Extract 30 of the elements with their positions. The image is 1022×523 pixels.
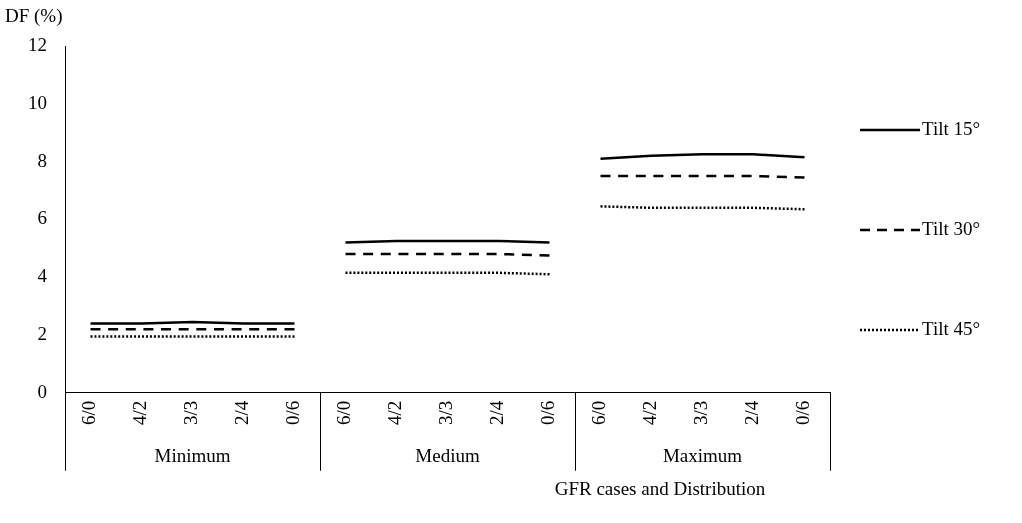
x-tick-label: 6/0 [333,400,355,425]
y-tick-label: 4 [37,265,48,287]
y-tick-label: 6 [37,207,47,229]
text: Minimum [154,444,231,466]
x-tick-label: 3/3 [180,400,202,425]
legend-label: Tilt 30° [922,217,981,239]
text: Maximum [662,444,743,466]
y-tick-label: 10 [28,91,47,113]
x-tick-label: 4/2 [639,400,661,425]
x-tick-label: 4/2 [129,400,151,425]
x-tick-label: 2/4 [486,400,508,425]
x-tick-label: 2/4 [231,400,253,425]
x-tick-label: 4/2 [384,400,406,425]
legend-label: Tilt 45° [922,317,981,339]
text: Medium [415,444,480,466]
y-tick-label: 2 [37,322,47,344]
legend-label: Tilt 15° [922,117,981,139]
y-tick-label: 12 [28,33,47,55]
x-tick-label: 0/6 [792,400,814,425]
x-tick-label: 6/0 [78,400,100,425]
y-tick-label: 0 [37,380,47,402]
x-tick-label: 2/4 [741,400,763,425]
y-axis-title: DF (%) [5,4,63,27]
x-axis-title: GFR cases and Distribution [554,477,766,499]
x-tick-label: 0/6 [537,400,559,425]
x-tick-label: 3/3 [435,400,457,425]
y-tick-label: 8 [37,149,47,171]
x-tick-label: 6/0 [588,400,610,425]
x-tick-label: 0/6 [282,400,304,425]
x-tick-label: 3/3 [690,400,712,425]
